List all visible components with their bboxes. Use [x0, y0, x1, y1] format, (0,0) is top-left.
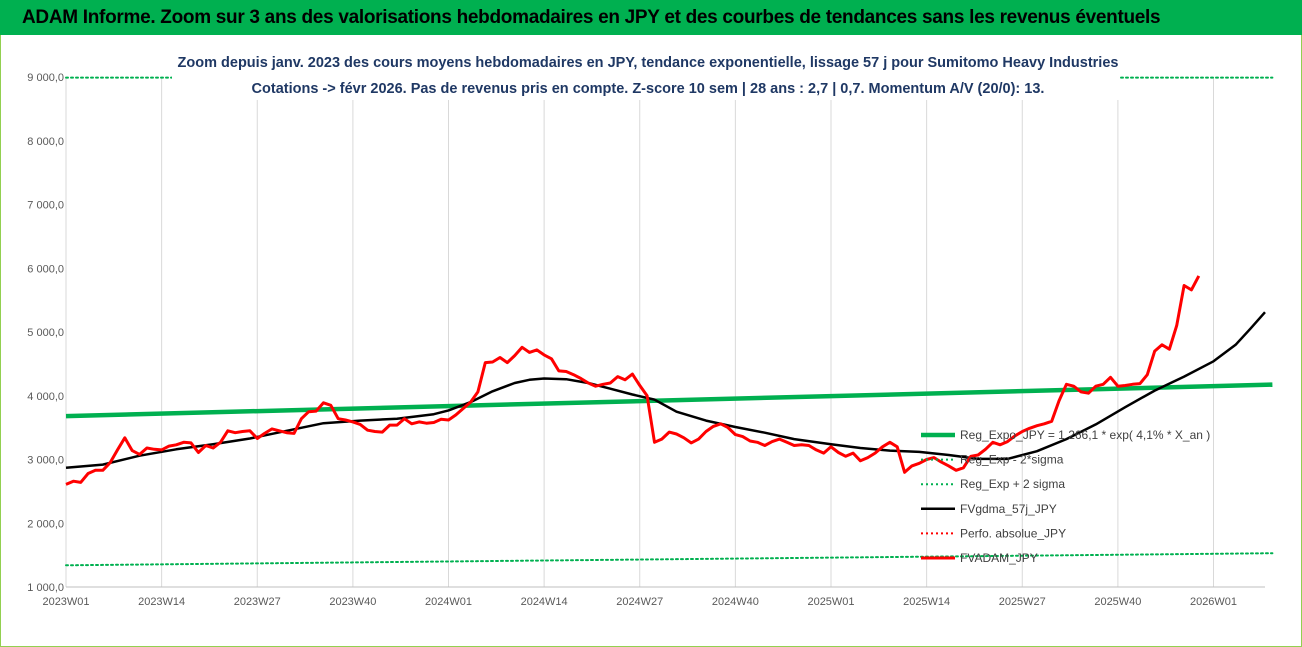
- chart-title-line2: Cotations -> févr 2026. Pas de revenus p…: [252, 81, 1045, 97]
- x-tick-label: 2023W40: [329, 596, 376, 608]
- x-tick-label: 2023W14: [138, 596, 185, 608]
- y-tick-label: 2 000,0: [27, 518, 64, 530]
- x-tick-label: 2024W40: [712, 596, 759, 608]
- legend: Reg_Expo_JPY = 1 266,1 * exp( 4,1% * X_a…: [921, 428, 1210, 565]
- legend-label-2: Reg_Exp + 2 sigma: [960, 477, 1065, 491]
- x-tick-label: 2024W14: [521, 596, 568, 608]
- page-banner: ADAM Informe. Zoom sur 3 ans des valoris…: [0, 0, 1302, 35]
- y-tick-label: 3 000,0: [27, 455, 64, 467]
- legend-label-0: Reg_Expo_JPY = 1 266,1 * exp( 4,1% * X_a…: [960, 428, 1210, 442]
- y-tick-label: 1 000,0: [27, 582, 64, 594]
- x-tick-label: 2024W27: [616, 596, 663, 608]
- y-tick-label: 7 000,0: [27, 200, 64, 212]
- series-line-0: [65, 382, 1273, 419]
- legend-label-3: FVgdma_57j_JPY: [960, 502, 1057, 516]
- x-tick-label: 2025W01: [807, 596, 854, 608]
- chart-title-background: [172, 48, 1120, 100]
- legend-label-1: Reg_Exp - 2*sigma: [960, 453, 1064, 467]
- y-axis-labels: 1 000,0 2 000,0 3 000,0 4 000,0 5 000,0 6 000…: [27, 72, 64, 594]
- x-tick-label: 2025W27: [999, 596, 1046, 608]
- x-axis-labels: 2023W01 2023W14 2023W27 2023W40 2024W01 2024W…: [42, 596, 1237, 608]
- x-tick-label: 2024W01: [425, 596, 472, 608]
- series-line-3: [65, 311, 1266, 470]
- line-chart: 1 000,0 2 000,0 3 000,0 4 000,0 5 000,0 6 000…: [27, 48, 1274, 608]
- x-tick-label: 2023W27: [234, 596, 281, 608]
- y-tick-label: 9 000,0: [27, 72, 64, 84]
- x-tick-label: 2025W40: [1094, 596, 1141, 608]
- series-layer: [65, 76, 1274, 567]
- y-tick-label: 8 000,0: [27, 136, 64, 148]
- x-tick-label: 2025W14: [903, 596, 950, 608]
- page-title: ADAM Informe. Zoom sur 3 ans des valoris…: [22, 7, 1161, 28]
- x-tick-label: 2023W01: [42, 596, 89, 608]
- legend-label-5: FVADAM_JPY: [960, 551, 1038, 565]
- grid-lines: [65, 77, 1265, 588]
- series-line-1: [65, 552, 1274, 567]
- y-tick-label: 5 000,0: [27, 327, 64, 339]
- y-tick-label: 4 000,0: [27, 391, 64, 403]
- series-line-5: [65, 275, 1201, 486]
- chart-title: Zoom depuis janv. 2023 des cours moyens …: [172, 48, 1120, 100]
- legend-label-4: Perfo. absolue_JPY: [960, 526, 1066, 540]
- chart-title-line1: Zoom depuis janv. 2023 des cours moyens …: [178, 55, 1119, 71]
- x-tick-label: 2026W01: [1190, 596, 1237, 608]
- y-tick-label: 6 000,0: [27, 263, 64, 275]
